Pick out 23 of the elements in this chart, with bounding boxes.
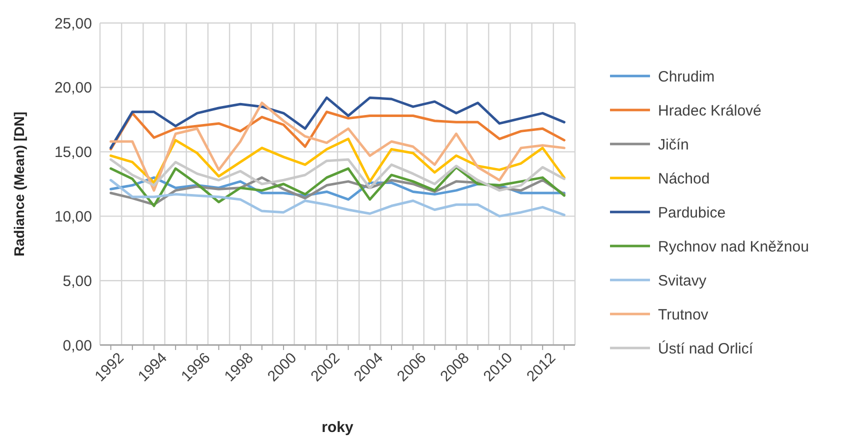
legend-label: Ústí nad Orlicí (658, 339, 754, 358)
y-tick-label: 10,00 (54, 208, 92, 226)
y-tick-label: 0,00 (62, 337, 92, 354)
legend-label: Svitavy (658, 272, 707, 290)
legend-label: Náchod (658, 170, 710, 188)
y-tick-label: 5,00 (62, 272, 92, 290)
legend-label: Pardubice (658, 204, 726, 222)
y-tick-label: 15,00 (54, 144, 92, 162)
legend-label: Rychnov nad Kněžnou (658, 238, 809, 256)
y-axis-title: Radiance (Mean) [DN] (11, 112, 27, 256)
y-tick-label: 20,00 (54, 80, 92, 97)
legend-label: Hradec Králové (658, 102, 762, 120)
legend-label: Trutnov (658, 306, 709, 324)
x-axis-title: roky (322, 419, 354, 436)
line-series (110, 138, 566, 184)
line-series (110, 102, 566, 192)
legend-label: Chrudim (658, 68, 715, 86)
line-series (110, 110, 566, 150)
line-series (110, 178, 566, 218)
legend-label: Jičín (658, 136, 689, 154)
line-series (110, 166, 566, 208)
y-tick-label: 25,00 (54, 15, 92, 32)
line-series (110, 96, 566, 150)
